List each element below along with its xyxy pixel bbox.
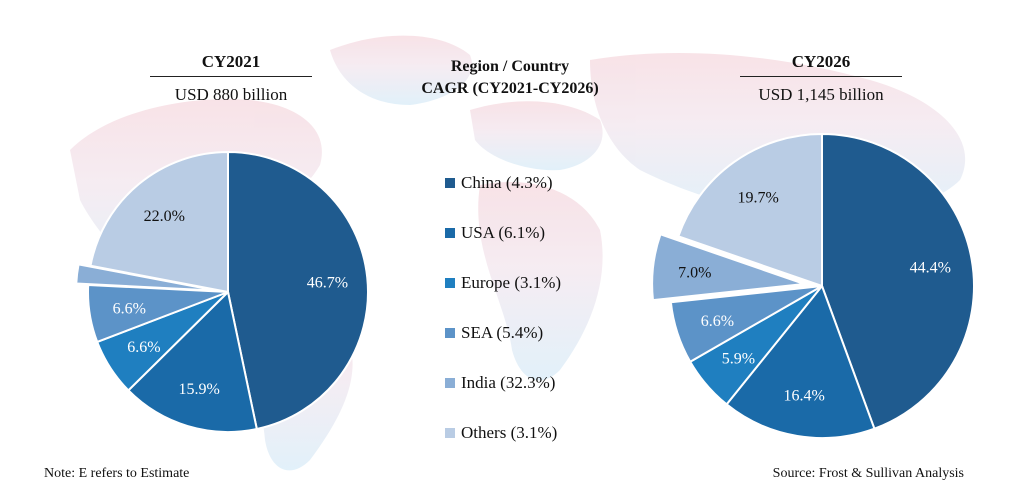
cagr-title-line1: Region / Country [450,58,570,75]
pie-chart-cy2026: 44.4% 16.4% 5.9% 6.6% 7.0% 19.7% [651,132,975,439]
pie-slice-usa [126,290,259,433]
cy2026-header: CY2026 USD 1,145 billion [740,52,902,105]
legend-item-india: India (32.3%) [445,358,561,408]
pie-slice-china [227,150,369,431]
legend-label-usa: USA (6.1%) [461,223,546,242]
legend-label-europe: Europe (3.1%) [461,273,562,292]
legend-swatch-china [445,178,455,188]
data-label-others: 19.7% [738,189,779,206]
cy2021-total-label: USD 880 billion [174,85,288,104]
legend-swatch-europe [445,278,455,288]
legend-label-india: India (32.3%) [461,373,556,392]
legend-swatch-usa [445,228,455,238]
cy2021-year-label: CY2021 [150,52,312,77]
footnote-source: Source: Frost & Sullivan Analysis [772,466,964,481]
cagr-title-line2: CAGR (CY2021-CY2026) [421,80,599,97]
cy2026-year-label: CY2026 [740,52,902,77]
pie-slice-others [677,132,823,288]
data-label-sea: 6.6% [701,313,734,330]
data-label-europe: 6.6% [127,339,160,356]
pie-slice-sea [669,285,823,364]
legend-item-others: Others (3.1%) [445,408,561,458]
data-label-china: 44.4% [910,260,951,277]
legend-item-sea: SEA (5.4%) [445,308,561,358]
cagr-title: Region / Country CAGR (CY2021-CY2026) [375,56,645,100]
legend-item-china: China (4.3%) [445,158,561,208]
cy2021-header: CY2021 USD 880 billion [150,52,312,105]
pie-slice-others [89,150,229,294]
legend-swatch-others [445,428,455,438]
data-label-others: 22.0% [144,208,185,225]
data-label-europe: 5.9% [722,350,755,367]
legend-label-sea: SEA (5.4%) [461,323,544,342]
data-label-sea: 6.6% [113,301,146,318]
pie-slice-usa [725,283,876,439]
data-label-usa: 15.9% [179,381,220,398]
legend-label-others: Others (3.1%) [461,423,558,442]
legend-swatch-sea [445,328,455,338]
legend-item-europe: Europe (3.1%) [445,258,561,308]
data-label-china: 46.7% [307,275,348,292]
data-label-india: 7.0% [678,265,711,282]
legend-swatch-india [445,378,455,388]
cy2026-total-label: USD 1,145 billion [758,85,884,104]
legend: China (4.3%) USA (6.1%) Europe (3.1%) SE… [445,158,561,458]
legend-item-usa: USA (6.1%) [445,208,561,258]
legend-label-china: China (4.3%) [461,173,553,192]
data-label-usa: 16.4% [783,388,824,405]
pie-slice-china [821,132,975,430]
pie-chart-cy2021: 46.7%15.9%6.6%6.6%2.2%22.0% [75,150,369,433]
footnote-estimate: Note: E refers to Estimate [44,466,190,481]
pie-slice-india [651,233,805,302]
